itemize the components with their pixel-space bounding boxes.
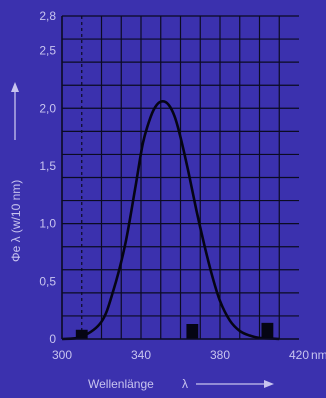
x-axis-arrow-icon [196,380,274,388]
y-tick-label: 0 [49,332,56,346]
data-bar [261,322,274,339]
x-unit-label: nm [311,348,326,362]
y-tick-label: 2,0 [39,101,56,115]
y-tick-label: 2,8 [39,9,56,23]
x-tick-label: 300 [52,348,72,362]
y-axis-arrow-icon [11,82,19,140]
y-tick-label: 1,5 [39,159,56,173]
y-tick-label: 2,5 [39,44,56,58]
tick-labels: 0 0,5 1,0 1,5 2,0 2,5 2,8 300 340 380 420 nm [39,9,326,362]
x-tick-label: 380 [210,348,230,362]
series-line [61,100,280,341]
grid [62,15,299,339]
bars [75,322,274,339]
data-bar [75,329,88,339]
y-axis-label: Φe λ (w/10 nm) [9,180,23,262]
x-tick-label: 420 [289,348,309,362]
y-tick-label: 0,5 [39,274,56,288]
axes [61,16,299,340]
y-tick-label: 1,0 [39,217,56,231]
data-bar [186,324,199,339]
x-axis-label: Wellenlänge [88,377,154,391]
x-axis-symbol: λ [182,377,188,391]
x-tick-label: 340 [131,348,151,362]
series-curve [61,100,280,341]
